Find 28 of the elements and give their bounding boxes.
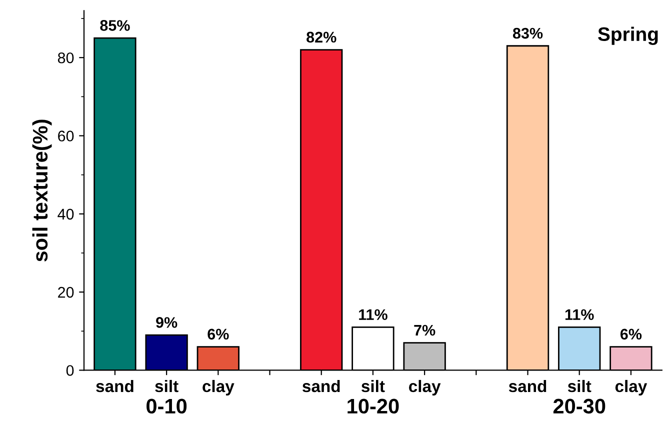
data-label: 6% <box>620 328 642 340</box>
text: Spring <box>598 26 658 45</box>
x-tick-label: clay <box>615 380 648 396</box>
data-label: 11% <box>565 309 594 320</box>
y-tick-label: 60 <box>58 130 74 142</box>
data-label: 85% <box>100 20 130 31</box>
x-tick-label: sand <box>302 380 340 392</box>
text: 10-20 <box>348 398 399 414</box>
x-tick-label: sand <box>96 380 134 392</box>
data-label: 9% <box>156 317 178 328</box>
x-tick-label: clay <box>202 380 234 396</box>
data-label: 82% <box>306 32 336 43</box>
x-tick-label: silt <box>362 380 385 392</box>
x-tick-label: sand <box>508 380 546 392</box>
y-tick-label: 40 <box>58 208 74 220</box>
data-label: 11% <box>359 309 388 320</box>
x-tick-label: silt <box>568 380 592 392</box>
y-tick-label: 0 <box>66 365 74 376</box>
x-tick-label: clay <box>408 380 441 396</box>
y-axis-title: soil texture(%) <box>32 120 52 262</box>
y-tick-label: 80 <box>58 52 74 64</box>
text: 20-30 <box>553 398 606 414</box>
y-tick-label: 20 <box>58 286 74 298</box>
data-label: 7% <box>414 324 436 336</box>
text: 0-10 <box>146 398 187 414</box>
x-tick-label: silt <box>155 380 178 392</box>
data-label: 6% <box>208 328 229 340</box>
data-label: 83% <box>512 28 543 39</box>
